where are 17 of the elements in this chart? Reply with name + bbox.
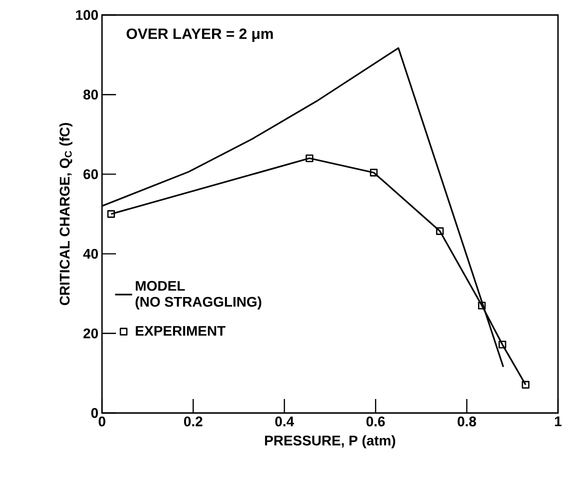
x-tick-label: 0.6: [366, 416, 385, 426]
y-tick-label: 100: [76, 10, 98, 20]
annotation: OVER LAYER = 2 μm: [126, 28, 273, 42]
y-tick-label: 20: [83, 328, 98, 338]
x-tick-label: 1: [555, 416, 562, 426]
y-tick-label: 40: [83, 248, 98, 259]
legend-label: EXPERIMENT: [136, 326, 226, 336]
x-tick-label: 0.4: [275, 416, 294, 426]
y-axis-title: CRITICAL CHARGE, Q$_{C}$ (fC): [59, 122, 72, 306]
x-tick-label: 0: [98, 416, 106, 426]
legend-label: MODEL (NO STRAGGLING): [136, 280, 262, 310]
y-tick-label: 0: [91, 408, 98, 418]
y-tick-label: 80: [83, 90, 98, 100]
x-axis-title: PRESSURE, P (atm): [265, 435, 396, 448]
x-tick-label: 0.2: [184, 416, 202, 426]
x-tick-label: 0.8: [458, 416, 476, 426]
y-tick-label: 60: [83, 169, 98, 180]
